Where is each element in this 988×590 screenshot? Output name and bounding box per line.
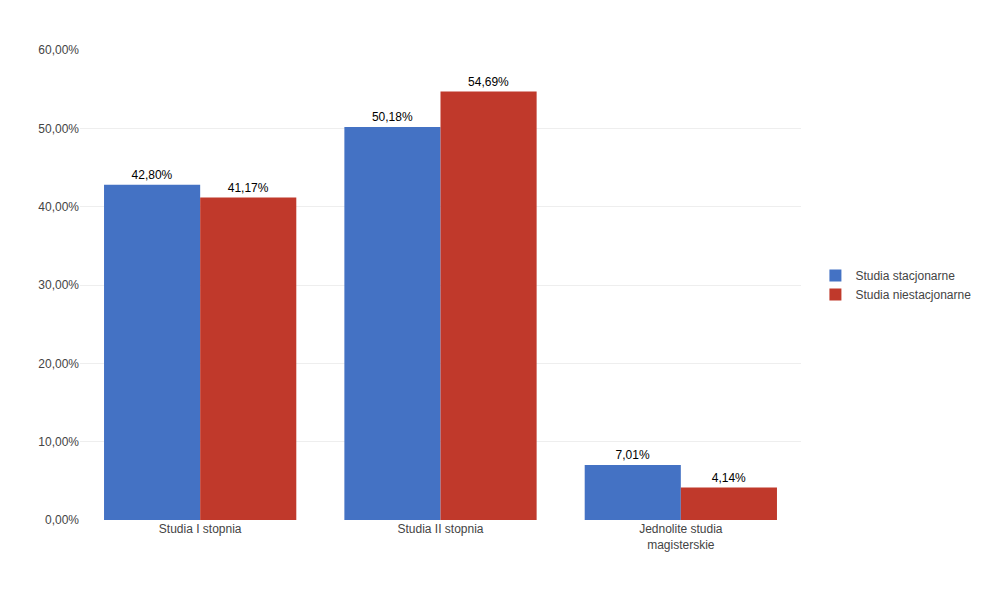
svg-text:41,17%: 41,17% [228,181,269,195]
svg-text:Studia niestacjonarne: Studia niestacjonarne [855,288,971,302]
svg-text:Studia I stopnia: Studia I stopnia [159,522,242,536]
svg-text:10,00%: 10,00% [38,435,79,449]
svg-text:50,18%: 50,18% [372,110,413,124]
svg-text:50,00%: 50,00% [38,122,79,136]
svg-text:0,00%: 0,00% [45,513,79,527]
svg-text:30,00%: 30,00% [38,278,79,292]
svg-text:Studia stacjonarne: Studia stacjonarne [855,269,955,283]
svg-text:42,80%: 42,80% [132,168,173,182]
svg-text:4,14%: 4,14% [712,471,746,485]
svg-text:60,00%: 60,00% [38,43,79,57]
svg-text:40,00%: 40,00% [38,200,79,214]
svg-text:7,01%: 7,01% [616,448,650,462]
svg-text:54,69%: 54,69% [468,75,509,89]
svg-text:Studia II stopnia: Studia II stopnia [397,522,483,536]
svg-text:20,00%: 20,00% [38,357,79,371]
svg-text:Jednolite studiamagisterskie: Jednolite studiamagisterskie [639,522,723,552]
